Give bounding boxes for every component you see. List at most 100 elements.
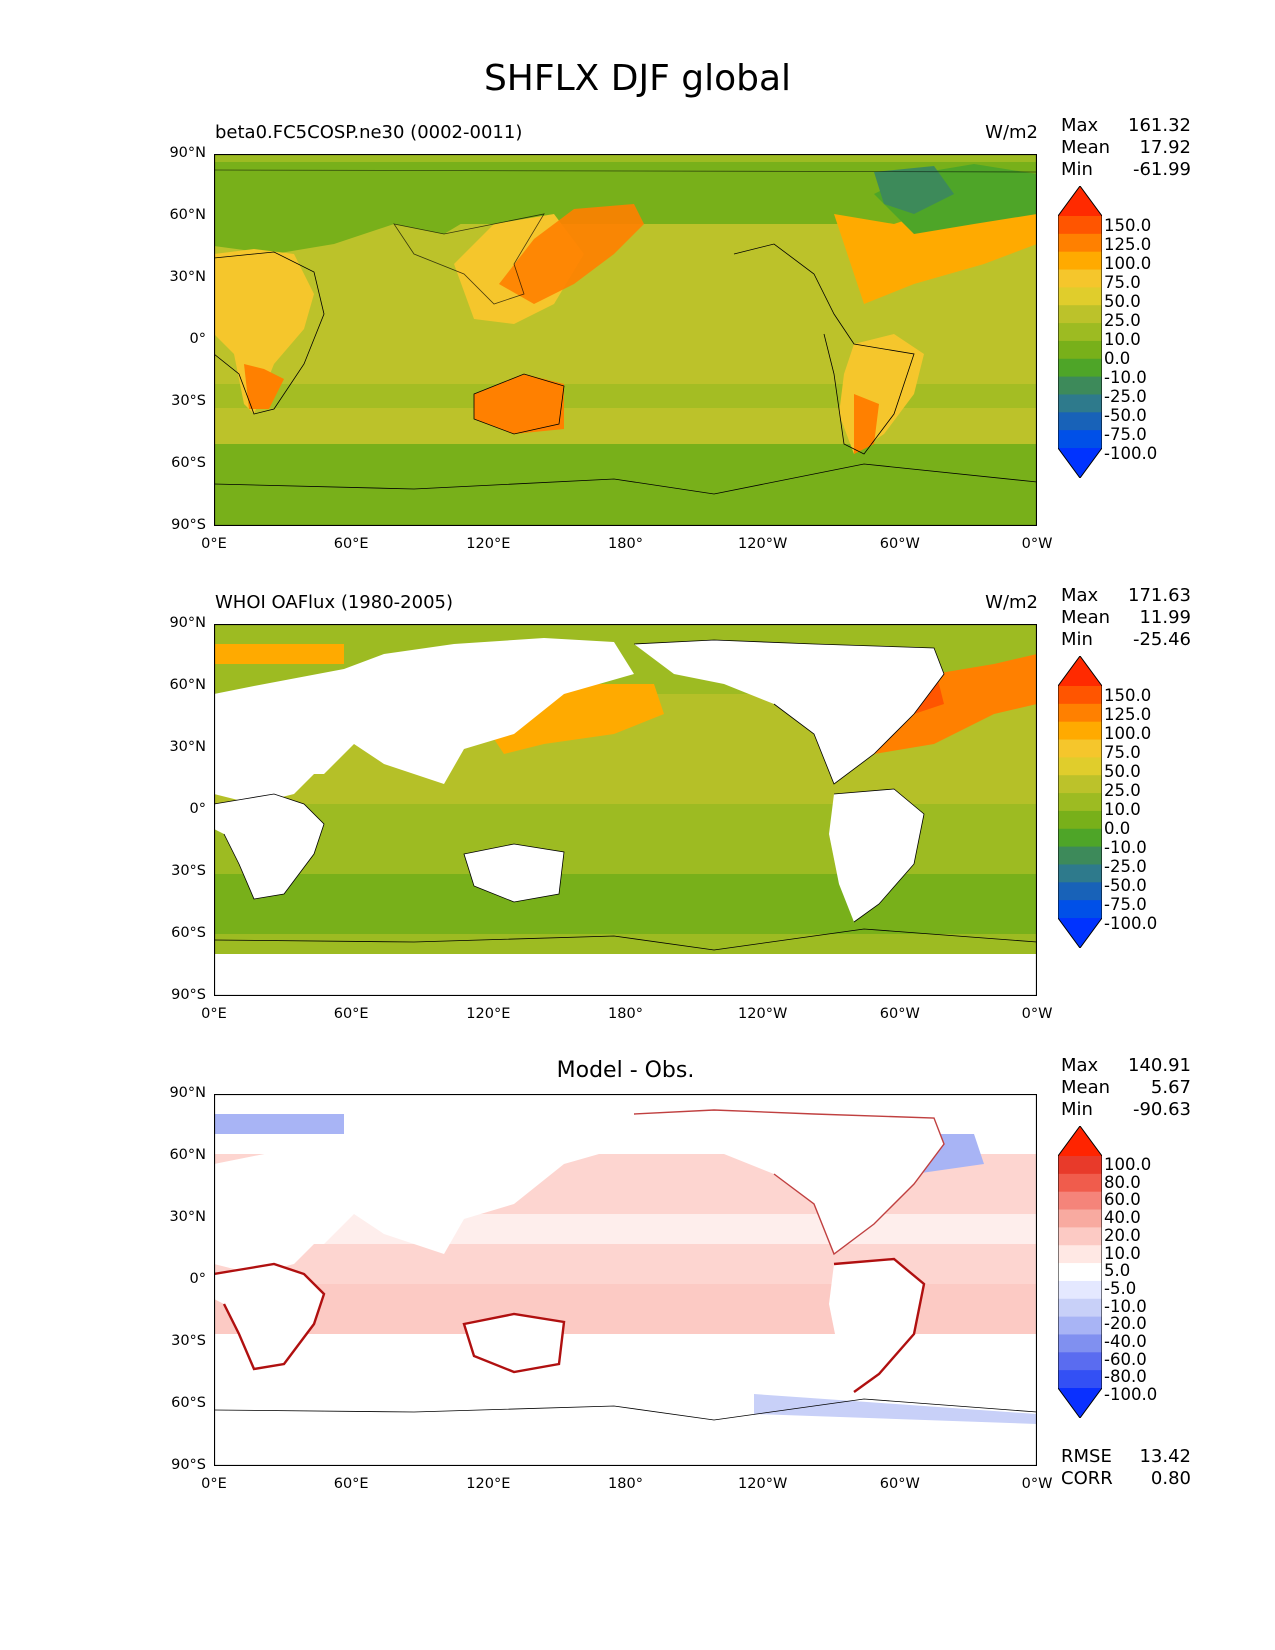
colorbar-swatch (1058, 287, 1102, 306)
x-tick-label: 0°W (1021, 536, 1053, 552)
y-tick-label: 60°S (171, 1395, 206, 1411)
stat-mean: Mean 11.99 (1061, 607, 1191, 628)
colorbar-swatch (1058, 846, 1102, 865)
y-tick-label: 30°S (171, 393, 206, 409)
y-tick-label: 30°N (169, 1209, 206, 1225)
x-tick-label: 120°W (738, 1006, 788, 1022)
y-tick-label: 0° (189, 801, 206, 817)
colorbar-extend-top (1058, 1126, 1102, 1156)
x-tick-label: 60°E (333, 1476, 369, 1492)
y-tick-label: 90°S (171, 1457, 206, 1473)
model-colorbar-labels: 150.0 125.0 100.0 75.0 50.0 25.0 10.0 0.… (1104, 216, 1158, 463)
metric-corr: CORR 0.80 (1061, 1468, 1191, 1489)
stat-max: Max 171.63 (1061, 585, 1191, 606)
colorbar-swatch (1058, 1316, 1102, 1335)
y-tick-label: 90°S (171, 517, 206, 533)
colorbar-swatch (1058, 810, 1102, 830)
model-units: W/m2 (985, 122, 1038, 143)
colorbar-swatch (1058, 1334, 1102, 1353)
stat-mean: Mean 17.92 (1061, 137, 1191, 158)
colorbar-swatch (1058, 376, 1102, 395)
y-tick-label: 30°S (171, 863, 206, 879)
colorbar-swatch (1058, 412, 1102, 431)
colorbar-swatch (1058, 1245, 1102, 1264)
colorbar-swatch (1058, 1352, 1102, 1371)
diff-colorbar (1057, 1125, 1103, 1422)
colorbar-extend-top (1058, 186, 1102, 216)
colorbar-swatch (1058, 1280, 1102, 1300)
stat-min: Min -90.63 (1061, 1099, 1191, 1120)
obs-colorbar-labels: 150.0 125.0 100.0 75.0 50.0 25.0 10.0 0.… (1104, 686, 1158, 933)
colorbar-swatch (1058, 703, 1102, 723)
stat-min: Min -25.46 (1061, 629, 1191, 650)
stat-min: Min -61.99 (1061, 159, 1191, 180)
colorbar-swatch (1058, 269, 1102, 288)
colorbar-extend-bottom (1058, 918, 1102, 948)
colorbar-swatch (1058, 430, 1102, 449)
colorbar-swatch (1058, 1191, 1102, 1211)
stat-max: Max 161.32 (1061, 115, 1191, 136)
colorbar-swatch (1058, 793, 1102, 812)
obs-units: W/m2 (985, 592, 1038, 613)
x-tick-label: 60°E (333, 1006, 369, 1022)
diff-panel: Model - Obs. Max 140.91 Mean 5.67 Min -90.6… (0, 1050, 1275, 1490)
colorbar-swatch (1058, 1156, 1102, 1175)
model-stats: Max 161.32 Mean 17.92 Min -61.99 (1061, 115, 1191, 181)
diff-stats: Max 140.91 Mean 5.67 Min -90.63 (1061, 1055, 1191, 1121)
colorbar-swatch (1058, 1370, 1102, 1389)
y-tick-label: 60°N (169, 207, 206, 223)
colorbar-swatch (1058, 233, 1102, 253)
model-map (214, 154, 1037, 526)
diff-colorbar-labels: 100.0 80.0 60.0 40.0 20.0 10.0 5.0 -5.0 … (1104, 1155, 1158, 1405)
colorbar-swatch (1058, 358, 1102, 378)
x-tick-label: 60°W (879, 1006, 920, 1022)
x-tick-label: 180° (608, 536, 643, 552)
colorbar-swatch (1058, 757, 1102, 776)
colorbar-swatch (1058, 1173, 1102, 1193)
y-tick-label: 90°N (169, 1085, 206, 1101)
colorbar-swatch (1058, 1298, 1102, 1318)
colorbar-swatch (1058, 900, 1102, 919)
obs-panel: WHOI OAFlux (1980-2005) W/m2 Max 171.63 M… (0, 580, 1275, 1020)
metric-rmse: RMSE 13.42 (1061, 1446, 1191, 1467)
colorbar-swatch (1058, 1209, 1102, 1228)
model-colorbar (1057, 185, 1103, 482)
diff-metrics: RMSE 13.42 CORR 0.80 (1061, 1446, 1191, 1490)
stat-max: Max 140.91 (1061, 1055, 1191, 1076)
colorbar-swatch (1058, 216, 1102, 235)
colorbar-swatch (1058, 1263, 1102, 1282)
colorbar-swatch (1058, 1227, 1102, 1246)
y-tick-label: 0° (189, 1271, 206, 1287)
x-tick-label: 120°W (738, 1476, 788, 1492)
x-tick-label: 120°W (738, 536, 788, 552)
x-tick-label: 0°E (201, 536, 227, 552)
colorbar-extend-top (1058, 656, 1102, 686)
x-tick-label: 0°E (201, 1006, 227, 1022)
model-title: beta0.FC5COSP.ne30 (0002-0011) (215, 122, 523, 143)
y-tick-label: 90°N (169, 145, 206, 161)
figure-title: SHFLX DJF global (483, 58, 792, 99)
colorbar-swatch (1058, 394, 1102, 413)
colorbar-swatch (1058, 864, 1102, 883)
x-tick-label: 60°W (879, 536, 920, 552)
y-tick-label: 60°S (171, 455, 206, 471)
y-tick-label: 0° (189, 331, 206, 347)
x-tick-label: 180° (608, 1476, 643, 1492)
colorbar-swatch (1058, 340, 1102, 360)
x-tick-label: 0°W (1021, 1006, 1053, 1022)
colorbar-extend-bottom (1058, 448, 1102, 478)
colorbar-swatch (1058, 721, 1102, 741)
y-tick-label: 30°S (171, 1333, 206, 1349)
y-tick-label: 30°N (169, 269, 206, 285)
x-tick-label: 60°E (333, 536, 369, 552)
obs-map (214, 624, 1037, 996)
y-tick-label: 60°N (169, 1147, 206, 1163)
obs-colorbar (1057, 655, 1103, 952)
x-tick-label: 0°E (201, 1476, 227, 1492)
y-tick-label: 60°S (171, 925, 206, 941)
x-tick-label: 120°E (466, 536, 511, 552)
diff-title: Model - Obs. (556, 1058, 695, 1083)
colorbar-swatch (1058, 251, 1102, 271)
colorbar-swatch (1058, 775, 1102, 794)
x-tick-label: 0°W (1021, 1476, 1053, 1492)
